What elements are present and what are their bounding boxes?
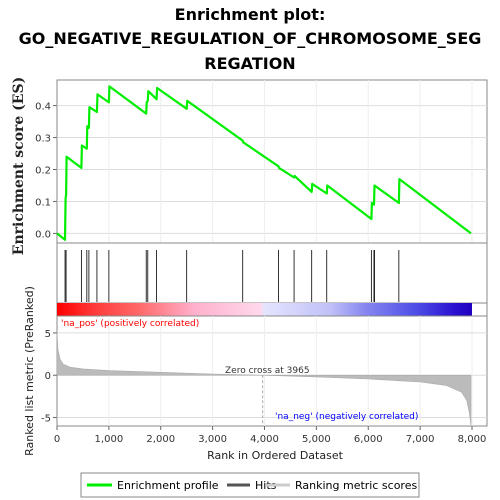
metric-y-tick-label: 0 bbox=[45, 371, 51, 382]
hit-marks bbox=[64, 250, 400, 302]
x-tick-label: 3,000 bbox=[198, 434, 227, 445]
x-tick-label: 6,000 bbox=[354, 434, 383, 445]
es-y-ticks: 0.0 0.1 0.2 0.3 0.4 bbox=[35, 102, 57, 240]
x-tick-label: 7,000 bbox=[406, 434, 435, 445]
x-tick-label: 5,000 bbox=[302, 434, 331, 445]
pos-label: 'na_pos' (positively correlated) bbox=[61, 319, 199, 329]
es-curve-group bbox=[56, 85, 472, 241]
es-y-tick-label: 0.1 bbox=[35, 197, 51, 208]
es-y-tick-label: 0.3 bbox=[35, 134, 51, 145]
rank-color-gradient bbox=[57, 303, 472, 316]
x-axis-ticks: 0 1,000 2,000 3,000 4,000 5,000 6,000 7,000 8,00… bbox=[54, 426, 487, 445]
es-y-tick-label: 0.4 bbox=[35, 102, 51, 113]
x-tick-label: 1,000 bbox=[95, 434, 124, 445]
chart-title-line-2: GO_NEGATIVE_REGULATION_OF_CHROMOSOME_SEG bbox=[19, 29, 482, 48]
metric-y-tick-label: 5 bbox=[45, 329, 51, 340]
x-axis-label: Rank in Ordered Dataset bbox=[207, 449, 344, 462]
x-tick-label: 8,000 bbox=[458, 434, 487, 445]
metric-y-ticks: -5 0 5 bbox=[41, 329, 57, 425]
legend-label-enrichment: Enrichment profile bbox=[117, 479, 219, 492]
x-tick-label: 4,000 bbox=[250, 434, 279, 445]
es-y-tick-label: 0.0 bbox=[35, 229, 51, 240]
metric-y-axis-label: Ranked list metric (PreRanked) bbox=[23, 286, 36, 456]
hits-panel-frame bbox=[56, 242, 488, 304]
es-curve bbox=[56, 85, 472, 241]
es-y-axis-label: Enrichment score (ES) bbox=[11, 77, 27, 255]
es-y-tick-label: 0.2 bbox=[35, 165, 51, 176]
x-tick-label: 0 bbox=[54, 434, 60, 445]
neg-label: 'na_neg' (negatively correlated) bbox=[275, 412, 418, 422]
metric-area bbox=[56, 331, 472, 427]
es-gridlines bbox=[57, 80, 487, 243]
metric-y-tick-label: -5 bbox=[41, 414, 51, 425]
chart-title-line-1: Enrichment plot: bbox=[175, 5, 326, 24]
zero-cross-label: Zero cross at 3965 bbox=[225, 366, 310, 376]
x-tick-label: 2,000 bbox=[146, 434, 175, 445]
legend-label-metric: Ranking metric scores bbox=[295, 479, 417, 492]
metric-area-group bbox=[56, 331, 472, 427]
legend-label-hits: Hits bbox=[255, 479, 277, 492]
chart-title-line-3: REGATION bbox=[204, 54, 295, 73]
